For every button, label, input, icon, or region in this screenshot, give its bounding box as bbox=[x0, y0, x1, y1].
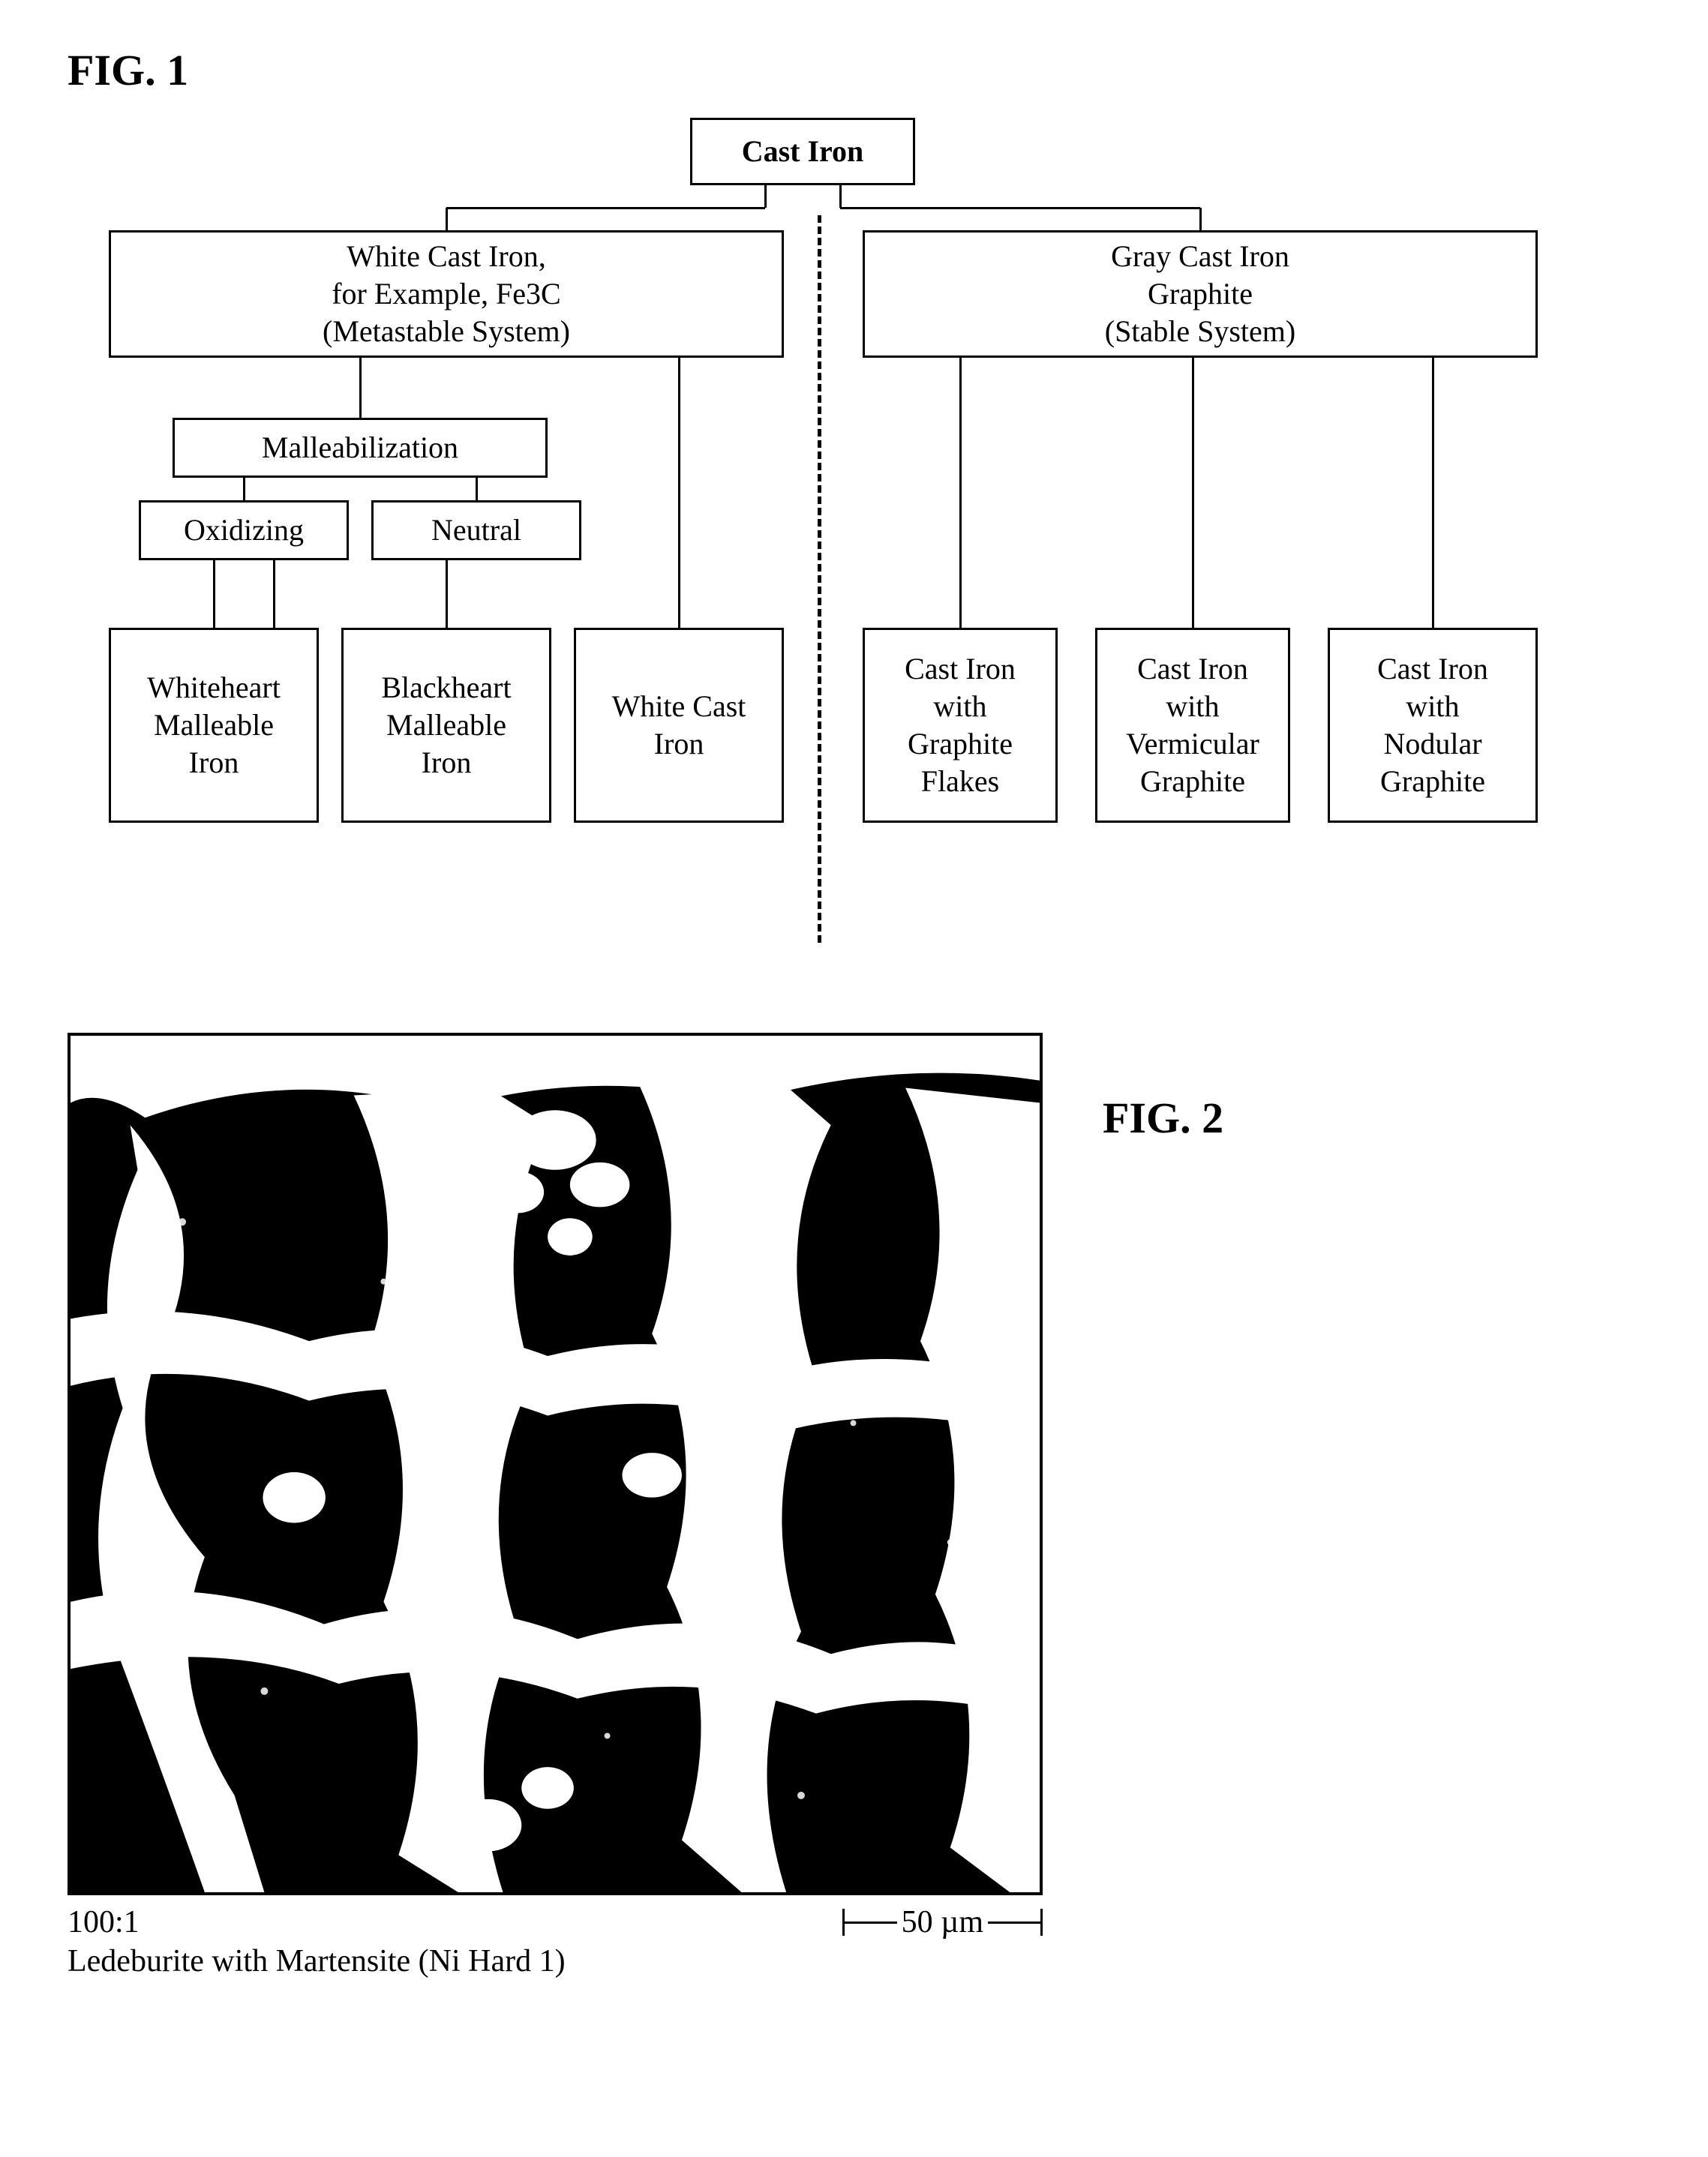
caption-row: 100:1 50 µm bbox=[68, 1904, 1043, 1940]
node-gray: Gray Cast IronGraphite(Stable System) bbox=[863, 230, 1538, 358]
fig1-flowchart: Cast Iron White Cast Iron,for Example, Fe… bbox=[68, 118, 1568, 943]
node-mall: Malleabilization bbox=[173, 418, 548, 478]
scalebar: 50 µm bbox=[842, 1904, 1043, 1940]
fig2-container: 100:1 50 µm Ledeburite with Martensite (… bbox=[68, 1033, 1640, 1979]
edge-segment bbox=[1432, 358, 1434, 628]
dashed-separator bbox=[818, 215, 821, 943]
edge-segment bbox=[839, 185, 842, 208]
node-white: White Cast Iron,for Example, Fe3C(Metast… bbox=[109, 230, 784, 358]
scalebar-bar-right bbox=[988, 1922, 1040, 1924]
node-oxid: Oxidizing bbox=[139, 500, 349, 560]
edge-segment bbox=[273, 560, 275, 628]
edge-segment bbox=[243, 478, 245, 500]
node-ng: Cast IronwithNodularGraphite bbox=[1328, 628, 1538, 823]
node-wci: White CastIron bbox=[574, 628, 784, 823]
node-root: Cast Iron bbox=[690, 118, 915, 185]
scalebar-bar-left bbox=[845, 1922, 897, 1924]
scalebar-value: 50 µm bbox=[897, 1904, 988, 1940]
magnification-label: 100:1 bbox=[68, 1904, 140, 1940]
edge-segment bbox=[1199, 208, 1202, 230]
node-whm: WhiteheartMalleableIron bbox=[109, 628, 319, 823]
fig2-label: FIG. 2 bbox=[1103, 1093, 1223, 1143]
micrograph-image bbox=[68, 1033, 1043, 1895]
edge-segment bbox=[678, 358, 680, 628]
edge-segment bbox=[446, 207, 765, 209]
node-neut: Neutral bbox=[371, 500, 581, 560]
edge-segment bbox=[959, 358, 962, 628]
node-gf: Cast IronwithGraphiteFlakes bbox=[863, 628, 1058, 823]
edge-segment bbox=[359, 358, 362, 418]
node-vg: Cast IronwithVermicularGraphite bbox=[1095, 628, 1290, 823]
edge-segment bbox=[764, 185, 767, 208]
fig2-left-column: 100:1 50 µm Ledeburite with Martensite (… bbox=[68, 1033, 1043, 1979]
edge-segment bbox=[446, 560, 448, 628]
edge-segment bbox=[840, 207, 1200, 209]
edge-segment bbox=[213, 560, 215, 628]
micrograph-svg bbox=[71, 1036, 1040, 1892]
fig1-label: FIG. 1 bbox=[68, 45, 1640, 95]
node-bhm: BlackheartMalleableIron bbox=[341, 628, 551, 823]
edge-segment bbox=[476, 478, 478, 500]
edge-segment bbox=[1192, 358, 1194, 628]
micrograph-caption: Ledeburite with Martensite (Ni Hard 1) bbox=[68, 1943, 1043, 1979]
scalebar-tick-right bbox=[1040, 1909, 1043, 1936]
edge-segment bbox=[446, 208, 448, 230]
